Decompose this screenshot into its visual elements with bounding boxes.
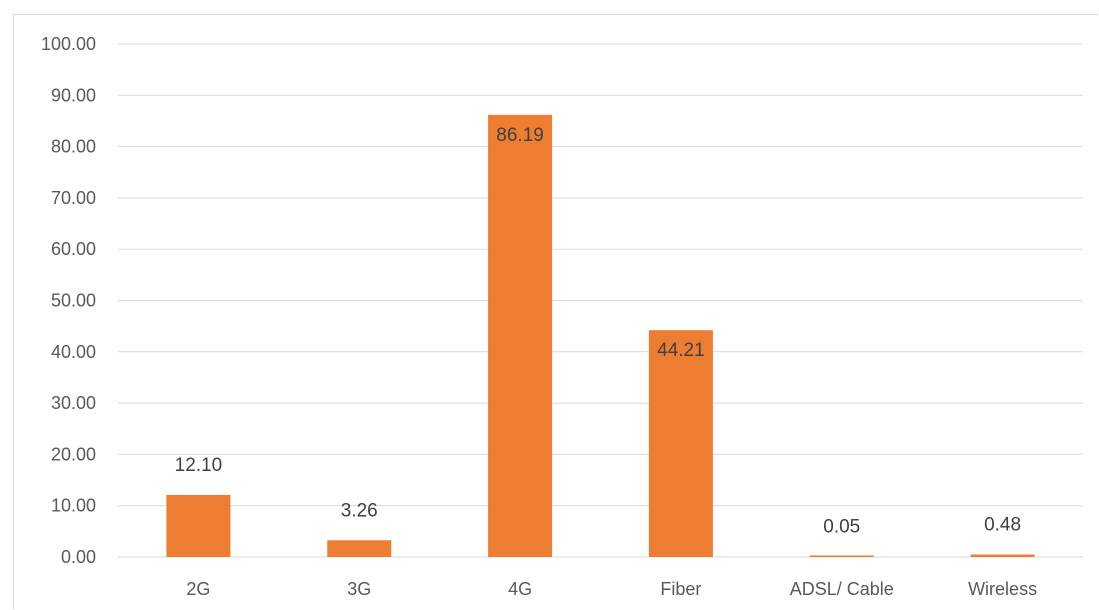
bar-wireless bbox=[970, 554, 1035, 557]
bar-4g bbox=[488, 114, 553, 557]
bar-adsl-cable bbox=[809, 555, 874, 557]
x-category-label: Wireless bbox=[968, 579, 1037, 599]
y-tick-label: 20.00 bbox=[51, 444, 96, 464]
y-tick-label: 50.00 bbox=[51, 291, 96, 311]
x-category-label: Fiber bbox=[660, 579, 701, 599]
x-category-label: 2G bbox=[186, 579, 210, 599]
bar-3g bbox=[327, 540, 392, 557]
y-tick-label: 40.00 bbox=[51, 342, 96, 362]
x-category-label: 4G bbox=[508, 579, 532, 599]
data-label: 86.19 bbox=[496, 125, 544, 146]
y-tick-label: 70.00 bbox=[51, 188, 96, 208]
y-axis-tick-labels: 0.00 10.00 20.00 30.00 40.00 50.00 60.00 70.00 8… bbox=[41, 34, 96, 567]
x-category-label: 3G bbox=[347, 579, 371, 599]
data-label: 3.26 bbox=[341, 500, 378, 521]
data-label: 12.10 bbox=[175, 455, 223, 476]
data-label: 0.48 bbox=[984, 515, 1021, 536]
y-tick-label: 80.00 bbox=[51, 137, 96, 157]
x-category-label: ADSL/ Cable bbox=[790, 579, 894, 599]
y-tick-label: 30.00 bbox=[51, 393, 96, 413]
chart-frame bbox=[13, 14, 1098, 609]
data-label: 44.21 bbox=[657, 340, 705, 361]
gridlines bbox=[118, 43, 1083, 558]
y-tick-label: 100.00 bbox=[41, 34, 96, 54]
bar-fiber bbox=[648, 330, 713, 557]
y-tick-label: 90.00 bbox=[51, 85, 96, 105]
y-tick-label: 0.00 bbox=[61, 547, 96, 567]
bars bbox=[166, 114, 1035, 557]
x-axis-category-labels: 2G 3G 4G Fiber ADSL/ Cable Wireless bbox=[186, 579, 1037, 599]
bar-2g bbox=[166, 494, 231, 557]
y-tick-label: 60.00 bbox=[51, 239, 96, 259]
data-label: 0.05 bbox=[823, 517, 860, 538]
data-labels: 12.10 3.26 86.19 44.21 0.05 0.48 bbox=[175, 125, 1021, 538]
y-tick-label: 10.00 bbox=[51, 496, 96, 516]
